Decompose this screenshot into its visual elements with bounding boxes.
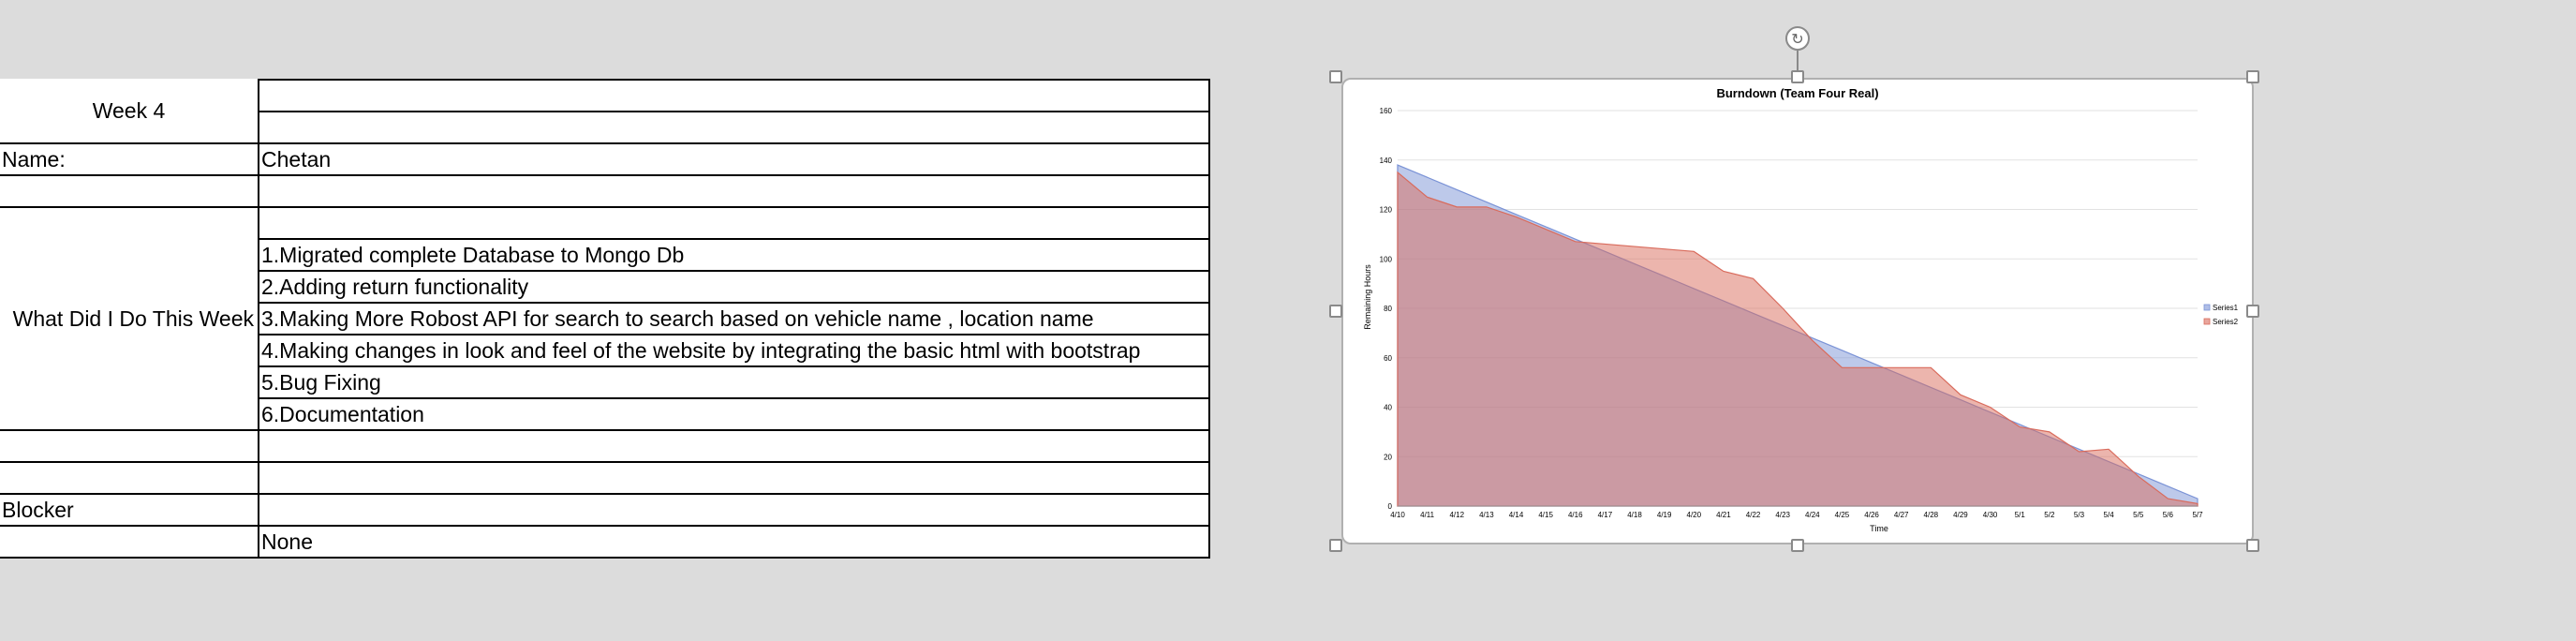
x-tick-label: 4/15 [1538,511,1553,519]
y-axis-label: Remaining Hours [1363,264,1372,330]
y-tick-label: 160 [1380,107,1393,115]
x-tick-label: 5/4 [2104,511,2115,519]
section-label: What Did I Do This Week [12,306,254,331]
x-tick-label: 4/22 [1746,511,1761,519]
task-text: 2.Adding return functionality [261,274,529,299]
resize-handle-right[interactable] [2246,305,2259,318]
resize-handle-top-right[interactable] [2246,70,2259,83]
x-tick-label: 4/13 [1479,511,1494,519]
x-tick-label: 4/12 [1449,511,1464,519]
x-tick-label: 4/17 [1598,511,1613,519]
x-tick-label: 4/11 [1420,511,1435,519]
chart-title: Burndown (Team Four Real) [1716,86,1878,100]
task-cell-5[interactable]: 5.Bug Fixing [261,366,1207,398]
burndown-chart[interactable]: Burndown (Team Four Real) 0 20 40 60 80 100 12… [1341,78,2254,544]
x-tick-label: 4/29 [1953,511,1968,519]
name-label-cell[interactable]: Name: [2,143,257,175]
resize-handle-bottom-left[interactable] [1329,539,1342,552]
y-tick-label: 120 [1380,206,1393,215]
x-tick-label: 4/28 [1924,511,1939,519]
task-text: 1.Migrated complete Database to Mongo Db [261,242,685,267]
section-label-cell[interactable]: What Did I Do This Week [0,207,258,430]
x-tick-label: 4/30 [1983,511,1998,519]
area-layer [1397,164,2198,507]
resize-handle-left[interactable] [1329,305,1342,318]
y-tick-label: 0 [1388,502,1393,511]
blocker-value-cell[interactable]: None [261,526,1207,558]
x-tick-label: 4/21 [1716,511,1731,519]
y-tick-label: 20 [1384,453,1392,461]
week-label: Week 4 [92,97,166,123]
x-tick-label: 5/5 [2133,511,2144,519]
legend-swatch [2203,304,2211,311]
x-tick-label: 5/3 [2074,511,2085,519]
task-text: 5.Bug Fixing [261,369,381,395]
x-tick-label: 4/25 [1835,511,1850,519]
chart-legend: Series1 Series2 [2203,304,2239,326]
blocker-value: None [261,529,313,554]
legend-label: Series2 [2213,318,2239,326]
name-value: Chetan [261,146,332,171]
y-tick-label: 60 [1384,354,1392,363]
axis-layer: 0 20 40 60 80 100 120 140 160 4/10 4/11 4/12 4/13 4/1… [1380,107,2203,519]
task-cell-4[interactable]: 4.Making changes in look and feel of the… [261,335,1207,366]
chart-svg: Burndown (Team Four Real) 0 20 40 60 80 100 12… [1363,86,2239,533]
x-tick-label: 4/18 [1627,511,1642,519]
legend-label: Series1 [2213,304,2239,312]
x-tick-label: 4/20 [1687,511,1702,519]
x-tick-label: 5/2 [2044,511,2055,519]
x-axis-label: Time [1870,524,1888,533]
resize-handle-bottom[interactable] [1791,539,1804,552]
rotate-handle-icon[interactable]: ↻ [1785,26,1810,51]
name-value-cell[interactable]: Chetan [261,143,1207,175]
y-tick-label: 40 [1384,404,1392,412]
y-tick-label: 80 [1384,305,1392,313]
x-tick-label: 4/14 [1509,511,1524,519]
x-tick-label: 4/19 [1657,511,1672,519]
y-tick-label: 140 [1380,157,1393,165]
resize-handle-bottom-right[interactable] [2246,539,2259,552]
x-tick-label: 4/26 [1864,511,1879,519]
task-cell-3[interactable]: 3.Making More Robost API for search to s… [261,303,1207,335]
resize-handle-top[interactable] [1791,70,1804,83]
resize-handle-top-left[interactable] [1329,70,1342,83]
task-cell-2[interactable]: 2.Adding return functionality [261,271,1207,303]
x-tick-label: 4/24 [1805,511,1820,519]
task-text: 4.Making changes in look and feel of the… [261,337,1141,363]
x-tick-label: 4/10 [1390,511,1405,519]
name-label: Name: [2,146,66,171]
series-area-2 [1397,171,2198,507]
week-cell[interactable]: Week 4 [0,79,258,142]
x-tick-label: 4/16 [1568,511,1583,519]
rotate-handle-stem [1797,51,1799,71]
task-cell-1[interactable]: 1.Migrated complete Database to Mongo Db [261,239,1207,271]
y-tick-label: 100 [1380,255,1393,263]
x-tick-label: 4/23 [1775,511,1790,519]
x-tick-label: 5/1 [2015,511,2026,519]
task-text: 6.Documentation [261,401,424,426]
x-tick-label: 5/6 [2163,511,2174,519]
x-tick-label: 4/27 [1894,511,1909,519]
x-tick-label: 5/7 [2192,511,2203,519]
blocker-label: Blocker [2,497,74,522]
legend-swatch [2203,318,2211,325]
blocker-label-cell[interactable]: Blocker [2,494,257,526]
task-text: 3.Making More Robost API for search to s… [261,306,1094,331]
task-cell-6[interactable]: 6.Documentation [261,398,1207,430]
